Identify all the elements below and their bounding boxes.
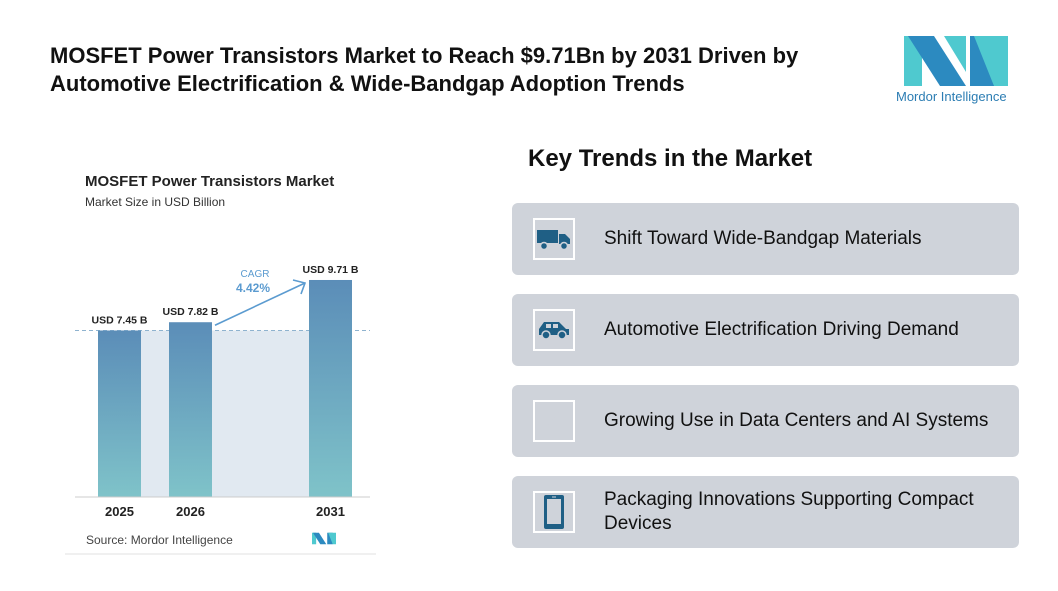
data-label: USD 7.45 B xyxy=(91,314,147,326)
source-logo-icon xyxy=(312,532,336,545)
cagr-label: CAGR xyxy=(241,269,270,280)
trend-label: Automotive Electrification Driving Deman… xyxy=(604,319,959,340)
trend-card: Packaging Innovations Supporting Compact… xyxy=(512,476,1019,548)
trend-card: Shift Toward Wide-Bandgap Materials xyxy=(512,203,1019,275)
x-tick-label: 2025 xyxy=(105,504,134,519)
cagr-arrow xyxy=(214,282,306,326)
bar-2026 xyxy=(169,322,212,497)
trend-label: Packaging Innovations Supporting Compact… xyxy=(604,489,974,534)
baseline-band xyxy=(141,330,309,497)
x-tick-label: 2026 xyxy=(176,504,205,519)
car-icon xyxy=(533,309,575,351)
smartphone-icon xyxy=(533,491,575,533)
truck-icon xyxy=(533,218,575,260)
cagr-value: 4.42% xyxy=(236,281,270,295)
logo-text: Mordor Intelligence xyxy=(896,89,1007,104)
bar-2025 xyxy=(98,330,141,497)
page-title: MOSFET Power Transistors Market to Reach… xyxy=(50,43,799,96)
key-trends-title: Key Trends in the Market xyxy=(528,145,813,172)
mordor-logo xyxy=(904,36,1008,86)
data-label: USD 7.82 B xyxy=(162,306,218,318)
trend-card: Growing Use in Data Centers and AI Syste… xyxy=(512,385,1019,457)
chart-subtitle: Market Size in USD Billion xyxy=(85,195,226,209)
x-tick-label: 2031 xyxy=(316,504,345,519)
trend-label: Shift Toward Wide-Bandgap Materials xyxy=(604,228,922,249)
arrow-head-icon xyxy=(292,279,307,295)
head-gears-icon xyxy=(533,400,575,442)
chart-source: Source: Mordor Intelligence xyxy=(86,533,233,547)
bar-chart: USD 7.45 B 2025 USD 7.82 B 2026 USD 9.71 B 20… xyxy=(75,264,370,519)
data-label: USD 9.71 B xyxy=(302,264,358,276)
trend-label: Growing Use in Data Centers and AI Syste… xyxy=(604,410,989,431)
trend-card: Automotive Electrification Driving Deman… xyxy=(512,294,1019,366)
chart-title: MOSFET Power Transistors Market xyxy=(85,173,335,190)
bar-2031 xyxy=(309,279,352,497)
